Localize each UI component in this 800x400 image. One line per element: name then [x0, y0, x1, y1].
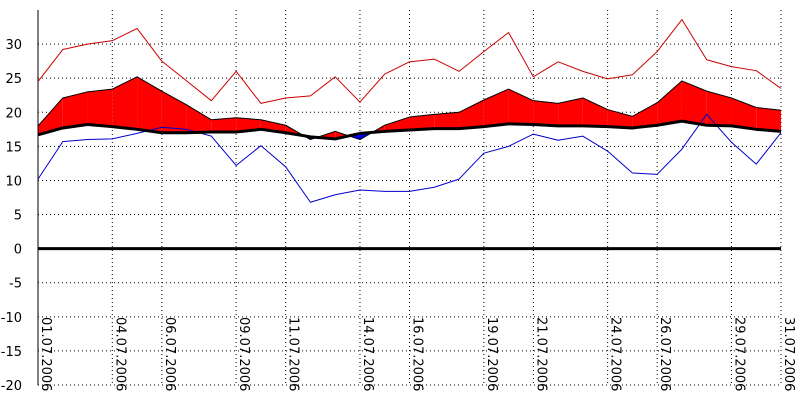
x-tick-label: 26.07.2006 — [657, 317, 672, 391]
band-segment — [87, 89, 113, 127]
day-mean-line — [37, 76, 782, 141]
band-segment — [681, 80, 707, 126]
band-segment — [211, 117, 237, 133]
series-lines — [37, 19, 782, 203]
band-segment — [186, 104, 212, 133]
band-segment — [483, 89, 509, 127]
band-segment — [607, 109, 633, 128]
band-fill — [38, 76, 781, 140]
band-segment — [756, 107, 781, 132]
band-segment — [558, 97, 583, 126]
x-tick-label: 24.07.2006 — [608, 317, 623, 391]
band-segment — [657, 80, 682, 126]
x-tick-label: 04.07.2006 — [112, 317, 127, 391]
min-temperature-line — [37, 113, 782, 203]
band-segment — [582, 97, 608, 127]
band-segment — [38, 97, 63, 135]
x-tick-label: 19.07.2006 — [484, 317, 499, 391]
x-tick-label: 29.07.2006 — [731, 317, 746, 391]
band-segment — [706, 91, 732, 126]
band-segment — [632, 102, 658, 128]
y-axis-tick-labels: 30 25 20 15 10 5 0 -5 -10 -15 -20 — [1, 38, 22, 394]
x-tick-label: 09.07.2006 — [236, 317, 251, 391]
band-segment — [459, 100, 484, 129]
x-axis-tick-labels: 01.07.2006 04.07.2006 06.07.2006 09.07.2006… — [38, 317, 796, 391]
x-tick-label: 21.07.2006 — [533, 317, 548, 391]
y-tick-label: 5 — [14, 209, 22, 224]
y-tick-label: 0 — [14, 243, 22, 258]
x-tick-label: 16.07.2006 — [410, 317, 425, 391]
y-tick-label: -20 — [1, 379, 22, 394]
y-tick-label: -5 — [9, 277, 22, 292]
band-segment — [236, 117, 261, 133]
band-segment — [137, 76, 162, 133]
y-tick-label: 30 — [5, 38, 22, 53]
band-segment — [533, 100, 559, 126]
band-segment — [731, 97, 757, 130]
y-tick-label: 25 — [5, 72, 22, 87]
band-segment — [161, 91, 187, 133]
x-tick-label: 31.07.2006 — [781, 317, 796, 391]
y-tick-label: 15 — [5, 140, 22, 155]
band-segment — [434, 112, 460, 129]
y-tick-label: 10 — [5, 174, 22, 189]
band-segment — [112, 76, 138, 130]
x-tick-label: 01.07.2006 — [38, 317, 53, 391]
band-segment — [384, 117, 410, 132]
y-tick-label: -15 — [1, 345, 22, 360]
band-segment — [62, 91, 88, 128]
axes — [37, 10, 781, 385]
y-tick-label: 20 — [5, 106, 22, 121]
x-tick-label: 06.07.2006 — [162, 317, 177, 391]
x-tick-label: 11.07.2006 — [286, 317, 301, 391]
mean-temperature-line — [37, 119, 782, 141]
y-tick-label: -10 — [1, 311, 22, 326]
x-tick-label: 14.07.2006 — [360, 317, 375, 391]
grid — [37, 10, 782, 386]
max-temperature-line — [37, 19, 782, 104]
band-segment — [409, 114, 435, 130]
